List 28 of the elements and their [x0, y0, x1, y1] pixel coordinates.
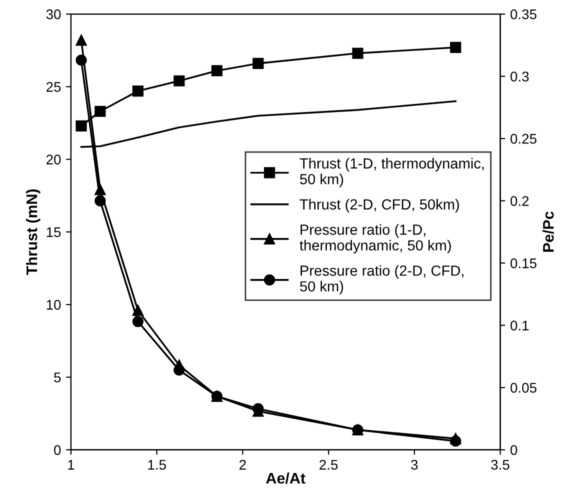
y2-tick-label: 0.1 — [510, 320, 529, 330]
y2-tick-label: 0.05 — [510, 382, 536, 393]
x-tick-label: 3.5 — [491, 460, 510, 470]
y-tick-label: 20 — [46, 154, 61, 164]
x-tick-label: 1.5 — [148, 460, 166, 470]
legend-label: Thrust (2-D, CFD, 50km) — [300, 198, 459, 212]
y2-axis-title: Pe/Pc — [542, 212, 554, 252]
y2-tick-label: 0.3 — [510, 72, 529, 82]
y-tick-label: 25 — [46, 82, 61, 92]
legend-label: Pressure ratio (1-D, thermodynamic, 50 km) — [300, 224, 451, 254]
x-tick-label: 3 — [411, 460, 418, 470]
x-tick-label: 1 — [68, 460, 74, 470]
y2-tick-label: 0 — [510, 445, 518, 455]
y2-tick-label: 0.35 — [510, 9, 536, 20]
x-tick-label: 2 — [240, 460, 246, 470]
y-tick-label: 15 — [46, 227, 61, 238]
x-axis-title: Ae/At — [266, 472, 306, 484]
y-tick-label: 0 — [54, 445, 61, 455]
y-tick-label: 10 — [46, 300, 61, 310]
y-axis-title: Thrust (mN) — [26, 189, 40, 276]
legend-label: Pressure ratio (2-D, CFD, 50 km) — [300, 265, 464, 294]
x-tick-label: 2.5 — [320, 460, 338, 470]
y-tick-label: 30 — [46, 9, 61, 20]
y-tick-label: 5 — [54, 372, 61, 382]
y2-tick-label: 0.15 — [510, 258, 536, 268]
y2-tick-label: 0.2 — [510, 196, 529, 206]
y2-tick-label: 0.25 — [510, 134, 536, 144]
legend-label: Thrust (1-D, thermodynamic, 50 km) — [300, 158, 484, 188]
